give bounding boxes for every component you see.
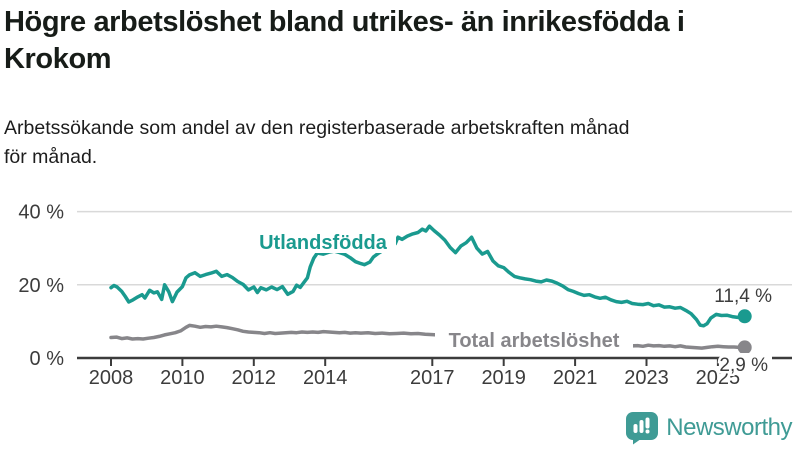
x-axis-tick-label: 2019 [481,367,526,389]
x-axis-tick-label: 2014 [303,367,348,389]
x-axis-tick-label: 2021 [553,367,598,389]
brand-text: Newsworthy [666,413,792,441]
x-axis-tick-label: 2010 [160,367,205,389]
logo-exclamation-dot [645,429,650,434]
x-axis-tick-label: 2012 [232,367,277,389]
logo-bar-medium [639,420,644,433]
labels-layer: Utlandsfödda Total arbetslöshet 11,4 % 2… [251,229,775,379]
series-label-total-arbetsloshet: Total arbetslöshet [449,330,620,352]
end-dot-total [737,340,752,355]
axis-layer: 0 % 20 % 40 % 2008 2010 2012 2014 2017 2019 2021 2… [18,202,740,389]
series-line-total [109,323,747,350]
x-axis-tick-label: 2023 [624,367,669,389]
series-line-utlandsfodda [109,224,747,328]
series-layer [109,224,747,350]
end-value-total: 2,9 % [719,355,768,376]
y-axis-tick-label: 0 % [30,348,65,370]
x-axis-tick-label: 2008 [89,367,134,389]
logo-exclamation-bar [645,417,650,429]
end-value-utlandsfodda: 11,4 % [714,286,772,307]
page-title: Högre arbetslöshet bland utrikes- än inr… [4,4,796,78]
x-axis-tick-label: 2017 [410,367,455,389]
label-knockout [722,353,772,373]
logo-bar-small [633,424,638,433]
end-dot-utlandsfodda [737,309,752,324]
label-knockout [251,229,396,253]
end-dots-layer [737,309,752,355]
title-line-1: Högre arbetslöshet bland utrikes- än inr… [4,6,685,38]
title-line-2: Krokom [4,43,112,75]
y-axis-tick-label: 20 % [18,275,64,297]
subtitle-line-1: Arbetssökande som andel av den registerb… [4,117,630,139]
logo-bubble-tail [633,437,644,445]
bar-chart-speech-bubble-icon [626,412,659,445]
subtitle-line-2: för månad. [4,146,98,168]
label-knockout [435,328,633,352]
newsworthy-logo[interactable]: Newsworthy [625,410,792,445]
grid-layer [77,210,792,360]
y-axis-tick-label: 40 % [18,202,64,224]
series-label-utlandsfodda: Utlandsfödda [259,232,388,254]
chart-subtitle: Arbetssökande som andel av den registerb… [4,114,796,172]
